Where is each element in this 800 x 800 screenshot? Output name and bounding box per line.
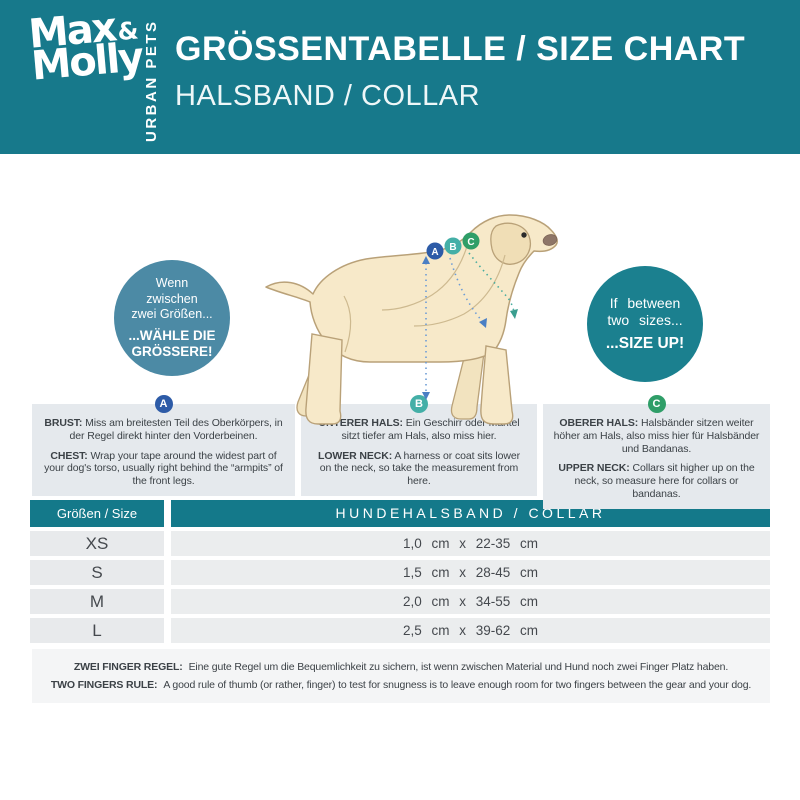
measure-arrow-upper-neck — [510, 309, 518, 319]
brand-word-2: Molly — [29, 34, 144, 90]
table-row-s-size: S — [30, 560, 164, 585]
upper-neck-text-en: UPPER NECK: Collars sit higher up on the… — [558, 462, 755, 500]
info-box-chest: A BRUST: Miss am breitesten Teil des Obe… — [32, 395, 295, 496]
hint-en-bold-1: ...SIZE UP! — [605, 334, 685, 352]
dog-ear — [490, 222, 532, 265]
chest-text-de: BRUST: Miss am breitesten Teil des Oberk… — [44, 417, 283, 442]
size-up-hint-de: Wenn zwischen zwei Größen... ...WÄHLE DI… — [114, 260, 230, 376]
info-badge-a: A — [154, 395, 173, 413]
page-title: GRÖSSENTABELLE / SIZE CHART — [175, 30, 746, 68]
table-row-l-size: L — [30, 618, 164, 643]
chest-text-en: CHEST: Wrap your tape around the widest … — [44, 449, 283, 488]
table-row-xs-size: XS — [30, 531, 164, 556]
dog-nose — [542, 234, 558, 246]
table-header-size: Größen / Size — [30, 500, 164, 527]
dog-far-front-leg — [450, 341, 486, 420]
page-subtitle: HALSBAND / COLLAR — [175, 80, 481, 112]
dog-thigh-line — [343, 295, 352, 353]
hint-de-line-1: Wenn — [155, 275, 189, 290]
measure-arrow-chest-bottom — [422, 392, 430, 400]
rule-line-en: TWO FINGERS RULE: A good rule of thumb (o… — [50, 679, 752, 691]
rule-line-de: ZWEI FINGER REGEL: Eine gute Regel um die… — [73, 661, 729, 673]
dog-marker-b — [444, 237, 462, 255]
brand-logo: Max& Molly — [27, 4, 144, 90]
dog-marker-c-label: C — [467, 237, 474, 248]
dog-hind-leg — [305, 333, 343, 425]
info-box-upper-neck: C OBERER HALS: Halsbänder sitzen weiter … — [543, 395, 770, 509]
dog-shoulder-line-2 — [413, 254, 506, 327]
measure-line-lower-neck — [449, 257, 484, 323]
hint-de-bold-1: ...WÄHLE DIE — [128, 327, 216, 343]
hint-en-line-2: two sizes... — [607, 312, 683, 329]
measure-arrow-chest-top — [422, 256, 430, 264]
dog-eye — [521, 232, 527, 238]
dog-marker-a — [426, 242, 444, 260]
hint-en-line-1: If between — [609, 294, 681, 311]
size-up-hint-en: If between two sizes... ...SIZE UP! — [587, 266, 703, 382]
dog-front-leg — [480, 345, 514, 425]
lower-neck-text-en: LOWER NECK: A harness or coat sits lower… — [318, 449, 520, 488]
two-fingers-rule-box: ZWEI FINGER REGEL: Eine gute Regel um die… — [32, 649, 770, 703]
dog-marker-b-label: B — [449, 242, 456, 253]
info-badge-b: B — [410, 395, 428, 413]
dog-illustration: A B C — [265, 214, 558, 425]
hint-de-bold-2: GRÖSSERE! — [131, 343, 213, 359]
upper-neck-text-de: OBERER HALS: Halsbänder sitzen weiter hö… — [553, 417, 760, 455]
table-row-m-value: 2,0 cm x 34-55 cm — [171, 589, 770, 614]
hint-de-line-3: zwei Größen... — [131, 307, 213, 322]
measure-arrow-lower-neck — [479, 318, 487, 328]
table-row-s-value: 1,5 cm x 28-45 cm — [171, 560, 770, 585]
brand-tagline: URBAN PETS — [143, 19, 160, 142]
dog-shoulder-line-1 — [381, 234, 471, 311]
header-banner: Max& Molly URBAN PETS GRÖSSENTABELLE / S… — [0, 0, 800, 154]
table-row-m-size: M — [30, 589, 164, 614]
hint-de-line-2: zwischen — [146, 291, 198, 306]
info-badge-c: C — [647, 395, 666, 413]
dog-marker-a-label: A — [431, 247, 438, 258]
table-row-xs-value: 1,0 cm x 22-35 cm — [171, 531, 770, 556]
table-row-l-value: 2,5 cm x 39-62 cm — [171, 618, 770, 643]
dog-marker-c — [462, 232, 480, 250]
